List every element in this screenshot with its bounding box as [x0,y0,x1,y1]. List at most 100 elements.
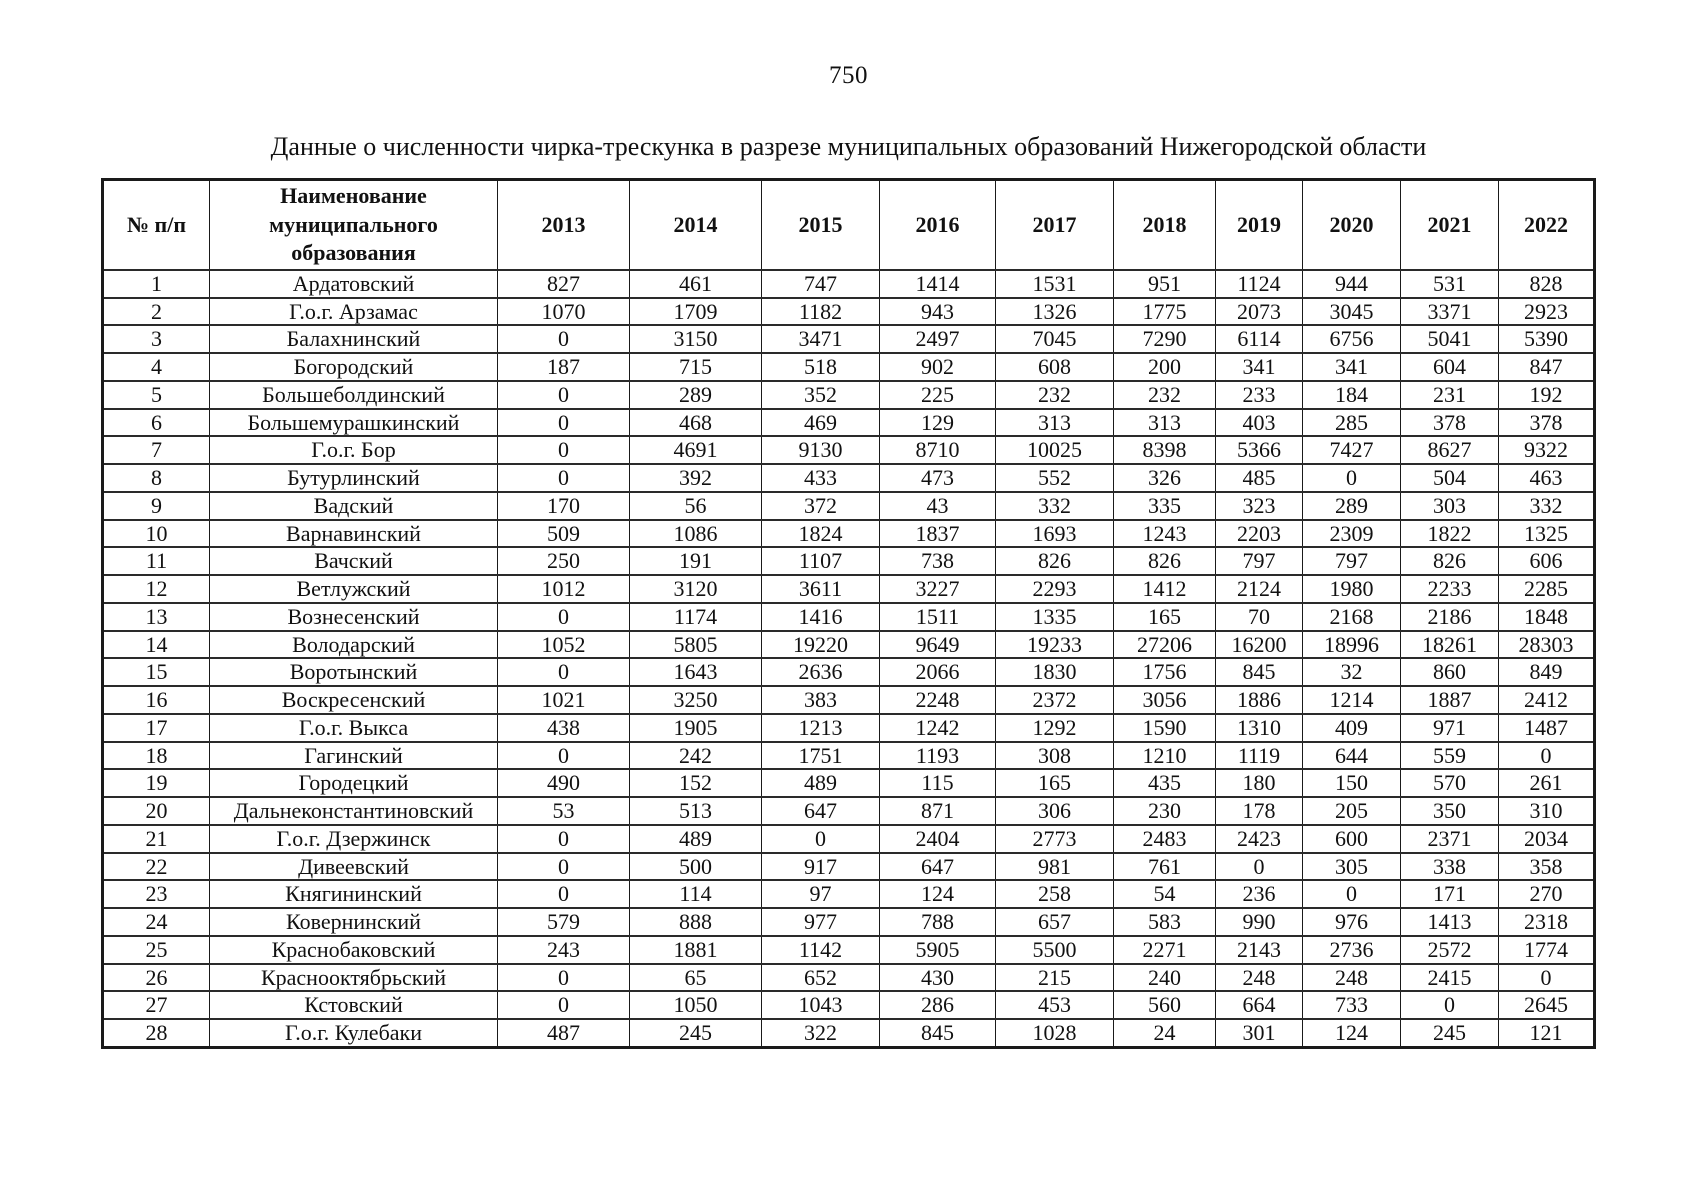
year-count-value: 489 [761,768,880,799]
year-count-value: 2923 [1498,296,1595,327]
year-count-value: 845 [879,1018,996,1049]
year-count-value: 433 [761,463,880,493]
year-count-value: 2309 [1302,518,1401,549]
year-count-value: 0 [761,823,880,854]
year-count-value: 9130 [761,435,880,466]
year-count-value: 236 [1215,879,1303,910]
municipality-name: Варнавинский [209,518,498,549]
year-count-value: 518 [761,352,880,382]
table-header-row: № п/п Наименование муниципального образов… [102,178,1595,271]
year-count-value: 0 [497,407,630,438]
year-count-value: 53 [497,796,630,826]
table-row: 21 Г.о.г. Дзержинск 0 489 0 2404 2773 2483 2423 6… [102,823,1595,854]
year-count-value: 1142 [761,934,880,965]
year-count-value: 902 [879,352,996,382]
year-count-value: 1643 [629,657,762,688]
municipality-name: Г.о.г. Бор [209,435,498,466]
year-count-value: 644 [1302,740,1401,771]
year-count-value: 323 [1215,490,1303,521]
year-count-value: 383 [761,685,880,715]
year-count-value: 0 [497,879,630,910]
row-number: 5 [102,379,210,410]
year-count-value: 453 [995,990,1114,1021]
year-count-value: 0 [1302,879,1401,910]
table-row: 15 Воротынский 0 1643 2636 2066 1830 1756 845 32 8… [102,657,1595,688]
year-count-value: 171 [1400,879,1499,910]
year-count-value: 600 [1302,823,1401,854]
year-count-value: 2186 [1400,601,1499,632]
year-count-value: 2736 [1302,934,1401,965]
municipality-name: Городецкий [209,768,498,799]
year-count-value: 5366 [1215,435,1303,466]
row-number: 2 [102,296,210,327]
year-count-value: 888 [629,907,762,937]
year-count-value: 981 [995,851,1114,882]
year-count-value: 1107 [761,546,880,577]
year-count-value: 0 [497,740,630,771]
municipality-name: Дивеевский [209,851,498,882]
year-count-value: 2372 [995,685,1114,715]
year-count-value: 826 [995,546,1114,577]
table-row: 13 Вознесенский 0 1174 1416 1511 1335 165 70 2168… [102,601,1595,632]
year-count-value: 313 [1113,407,1216,438]
year-count-value: 647 [761,796,880,826]
row-number: 14 [102,629,210,660]
year-count-value: 604 [1400,352,1499,382]
year-count-value: 245 [629,1018,762,1049]
table-row: 17 Г.о.г. Выкса 438 1905 1213 1242 1292 1590 131… [102,712,1595,743]
year-count-value: 403 [1215,407,1303,438]
year-count-value: 0 [497,379,630,410]
year-count-value: 1590 [1113,712,1216,743]
year-count-value: 1531 [995,268,1114,299]
year-count-value: 2271 [1113,934,1216,965]
year-count-value: 469 [761,407,880,438]
table-row: 19 Городецкий 490 152 489 115 165 435 180 150 570 2… [102,768,1595,799]
year-count-value: 18996 [1302,629,1401,660]
year-count-value: 1887 [1400,685,1499,715]
column-header-name: Наименование муниципального образования [209,178,498,271]
year-count-value: 1021 [497,685,630,715]
year-count-value: 1822 [1400,518,1499,549]
table-row: 18 Гагинский 0 242 1751 1193 308 1210 1119 644 559… [102,740,1595,771]
year-count-value: 240 [1113,962,1216,993]
municipality-name: Г.о.г. Арзамас [209,296,498,327]
year-count-value: 2371 [1400,823,1499,854]
municipality-name: Воскресенский [209,685,498,715]
year-count-value: 951 [1113,268,1216,299]
year-count-value: 378 [1498,407,1595,438]
year-count-value: 3471 [761,324,880,355]
row-number: 17 [102,712,210,743]
year-count-value: 350 [1400,796,1499,826]
year-count-value: 392 [629,463,762,493]
year-count-value: 3056 [1113,685,1216,715]
year-count-value: 463 [1498,463,1595,493]
municipality-name: Ковернинский [209,907,498,937]
year-count-value: 1416 [761,601,880,632]
column-header-year: 2021 [1400,178,1499,271]
year-count-value: 0 [497,823,630,854]
table-row: 23 Княгининский 0 114 97 124 258 54 236 0 171 270 [102,879,1595,910]
municipality-name: Дальнеконстантиновский [209,796,498,826]
year-count-value: 178 [1215,796,1303,826]
row-number: 4 [102,352,210,382]
year-count-value: 248 [1302,962,1401,993]
year-count-value: 7045 [995,324,1114,355]
year-count-value: 335 [1113,490,1216,521]
year-count-value: 358 [1498,851,1595,882]
year-count-value: 1837 [879,518,996,549]
page-number: 750 [829,62,868,89]
row-number: 24 [102,907,210,937]
year-count-value: 1086 [629,518,762,549]
year-count-value: 7427 [1302,435,1401,466]
year-count-value: 338 [1400,851,1499,882]
year-count-value: 1182 [761,296,880,327]
year-count-value: 165 [995,768,1114,799]
row-number: 15 [102,657,210,688]
year-count-value: 8710 [879,435,996,466]
year-count-value: 438 [497,712,630,743]
table-row: 28 Г.о.г. Кулебаки 487 245 322 845 1028 24 301 12… [102,1018,1595,1049]
year-count-value: 1335 [995,601,1114,632]
year-count-value: 828 [1498,268,1595,299]
year-count-value: 1487 [1498,712,1595,743]
year-count-value: 513 [629,796,762,826]
